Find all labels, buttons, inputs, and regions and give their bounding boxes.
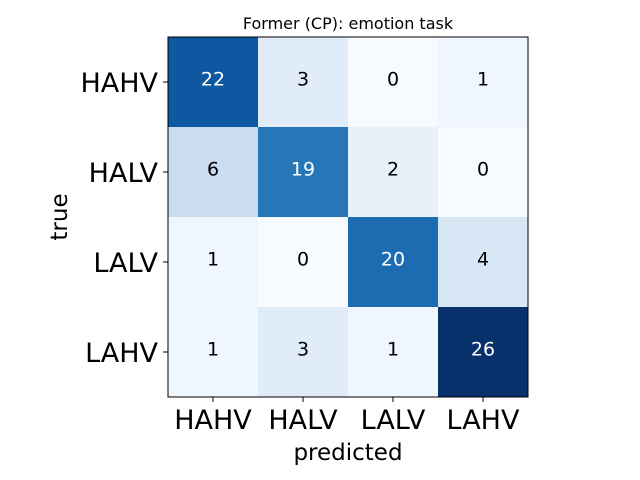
heatmap-cells (168, 37, 529, 398)
y-axis-ticks: HAHV HALV LALV LAHV (80, 68, 168, 369)
y-tick-label: HAHV (80, 68, 158, 99)
cell-value-label: 1 (207, 249, 219, 271)
cell-value-label: 22 (201, 69, 225, 91)
heatmap-cell-3-1 (258, 307, 349, 398)
cell-value-label: 1 (207, 339, 219, 361)
heatmap-cell-2-2 (348, 217, 439, 308)
y-tick-label: LALV (93, 248, 158, 279)
heatmap-cell-0-0 (168, 37, 259, 128)
cell-value-label: 20 (381, 249, 405, 271)
x-tick-label: HAHV (174, 405, 252, 436)
heatmap-cell-1-2 (348, 127, 439, 218)
cell-value-label: 3 (297, 339, 309, 361)
heatmap-cell-3-3 (438, 307, 529, 398)
plot-frame (167, 36, 529, 398)
x-tick-label: HALV (268, 405, 338, 436)
heatmap-cell-3-2 (348, 307, 439, 398)
cell-value-label: 19 (291, 159, 315, 181)
heatmap-cell-1-3 (438, 127, 529, 218)
cell-value-label: 6 (207, 159, 219, 181)
heatmap-cell-1-0 (168, 127, 259, 218)
cell-value-label: 26 (471, 339, 495, 361)
heatmap-cell-0-1 (258, 37, 349, 128)
heatmap-cell-2-3 (438, 217, 529, 308)
x-axis-label: predicted (293, 440, 402, 466)
x-tick-label: LAHV (447, 405, 520, 436)
cell-value-label: 4 (477, 249, 489, 271)
cell-value-label: 1 (387, 339, 399, 361)
x-tick-label: LALV (361, 405, 426, 436)
y-axis-label: true (47, 193, 73, 240)
cell-value-label: 3 (297, 69, 309, 91)
x-axis-ticks: HAHV HALV LALV LAHV (174, 397, 520, 436)
cell-value-label: 2 (387, 159, 399, 181)
heatmap-cell-1-1 (258, 127, 349, 218)
heatmap-cell-2-0 (168, 217, 259, 308)
heatmap-value-labels: 22 3 0 16 19 2 01 0 20 41 3 1 26 (201, 69, 495, 361)
heatmap-cell-0-3 (438, 37, 529, 128)
heatmap-cell-3-0 (168, 307, 259, 398)
cell-value-label: 0 (387, 69, 399, 91)
cell-value-label: 0 (477, 159, 489, 181)
heatmap-cell-0-2 (348, 37, 439, 128)
chart-title: Former (CP): emotion task (243, 14, 454, 33)
heatmap-cell-2-1 (258, 217, 349, 308)
cell-value-label: 0 (297, 249, 309, 271)
cell-value-label: 1 (477, 69, 489, 91)
y-tick-label: LAHV (85, 338, 158, 369)
y-tick-label: HALV (89, 158, 159, 189)
